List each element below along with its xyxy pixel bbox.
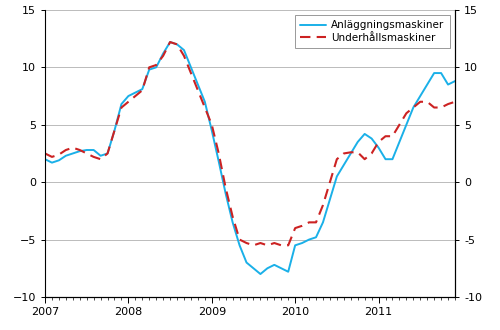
Anläggningsmaskiner [112, 128, 117, 132]
Underhållsmaskiner [112, 128, 117, 132]
Underhållsmaskiner [250, 243, 256, 247]
Anläggningsmaskiner [160, 51, 166, 55]
Line: Anläggningsmaskiner: Anläggningsmaskiner [45, 42, 455, 274]
Underhållsmaskiner [188, 71, 194, 75]
Anläggningsmaskiner [181, 48, 187, 52]
Line: Underhållsmaskiner: Underhållsmaskiner [45, 42, 455, 245]
Underhållsmaskiner [160, 54, 166, 58]
Underhållsmaskiner [181, 54, 187, 58]
Anläggningsmaskiner [167, 40, 173, 44]
Underhållsmaskiner [452, 100, 458, 104]
Underhållsmaskiner [42, 151, 48, 155]
Underhållsmaskiner [167, 40, 173, 44]
Anläggningsmaskiner [146, 68, 152, 72]
Underhållsmaskiner [146, 65, 152, 69]
Anläggningsmaskiner [258, 272, 264, 276]
Underhållsmaskiner [313, 220, 319, 224]
Anläggningsmaskiner [42, 157, 48, 161]
Anläggningsmaskiner [188, 65, 194, 69]
Legend: Anläggningsmaskiner, Underhållsmaskiner: Anläggningsmaskiner, Underhållsmaskiner [295, 15, 450, 48]
Anläggningsmaskiner [313, 235, 319, 239]
Anläggningsmaskiner [452, 79, 458, 83]
